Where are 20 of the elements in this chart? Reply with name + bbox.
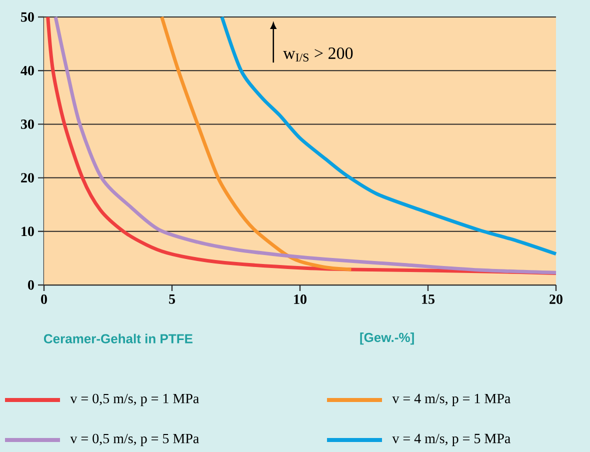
- y-tick-label: 0: [28, 280, 34, 290]
- x-axis-title: Ceramer-Gehalt in PTFE: [44, 334, 192, 344]
- line-series: [160, 15, 353, 272]
- y-tick-label: 10: [22, 226, 34, 236]
- x-tick-label: 10: [294, 294, 306, 304]
- legend-label: v = 0,5 m/s, p = 1 MPa: [70, 394, 199, 406]
- annotation: w$_{I/S}$ > 200: [283, 48, 353, 62]
- y-tick-label: 30: [21, 119, 34, 129]
- legend-label: v = 4 m/s, p = 5 MPa: [392, 434, 510, 446]
- x-tick-label: 15: [422, 294, 434, 304]
- y-tick-label: 50: [21, 12, 34, 22]
- line-series: [220, 15, 558, 256]
- y-tick-label: 40: [20, 66, 34, 76]
- legend-label: v = 0,5 m/s, p = 5 MPa: [70, 434, 199, 446]
- x-tick-label: 5: [169, 294, 175, 304]
- legend-label: v = 4 m/s, p = 1 MPa: [392, 394, 510, 406]
- x-tick-label: 0: [41, 294, 47, 304]
- x-tick-label: 20: [550, 294, 562, 304]
- y-tick-label: 20: [21, 173, 34, 183]
- text: [Gew.-%]: [360, 332, 414, 345]
